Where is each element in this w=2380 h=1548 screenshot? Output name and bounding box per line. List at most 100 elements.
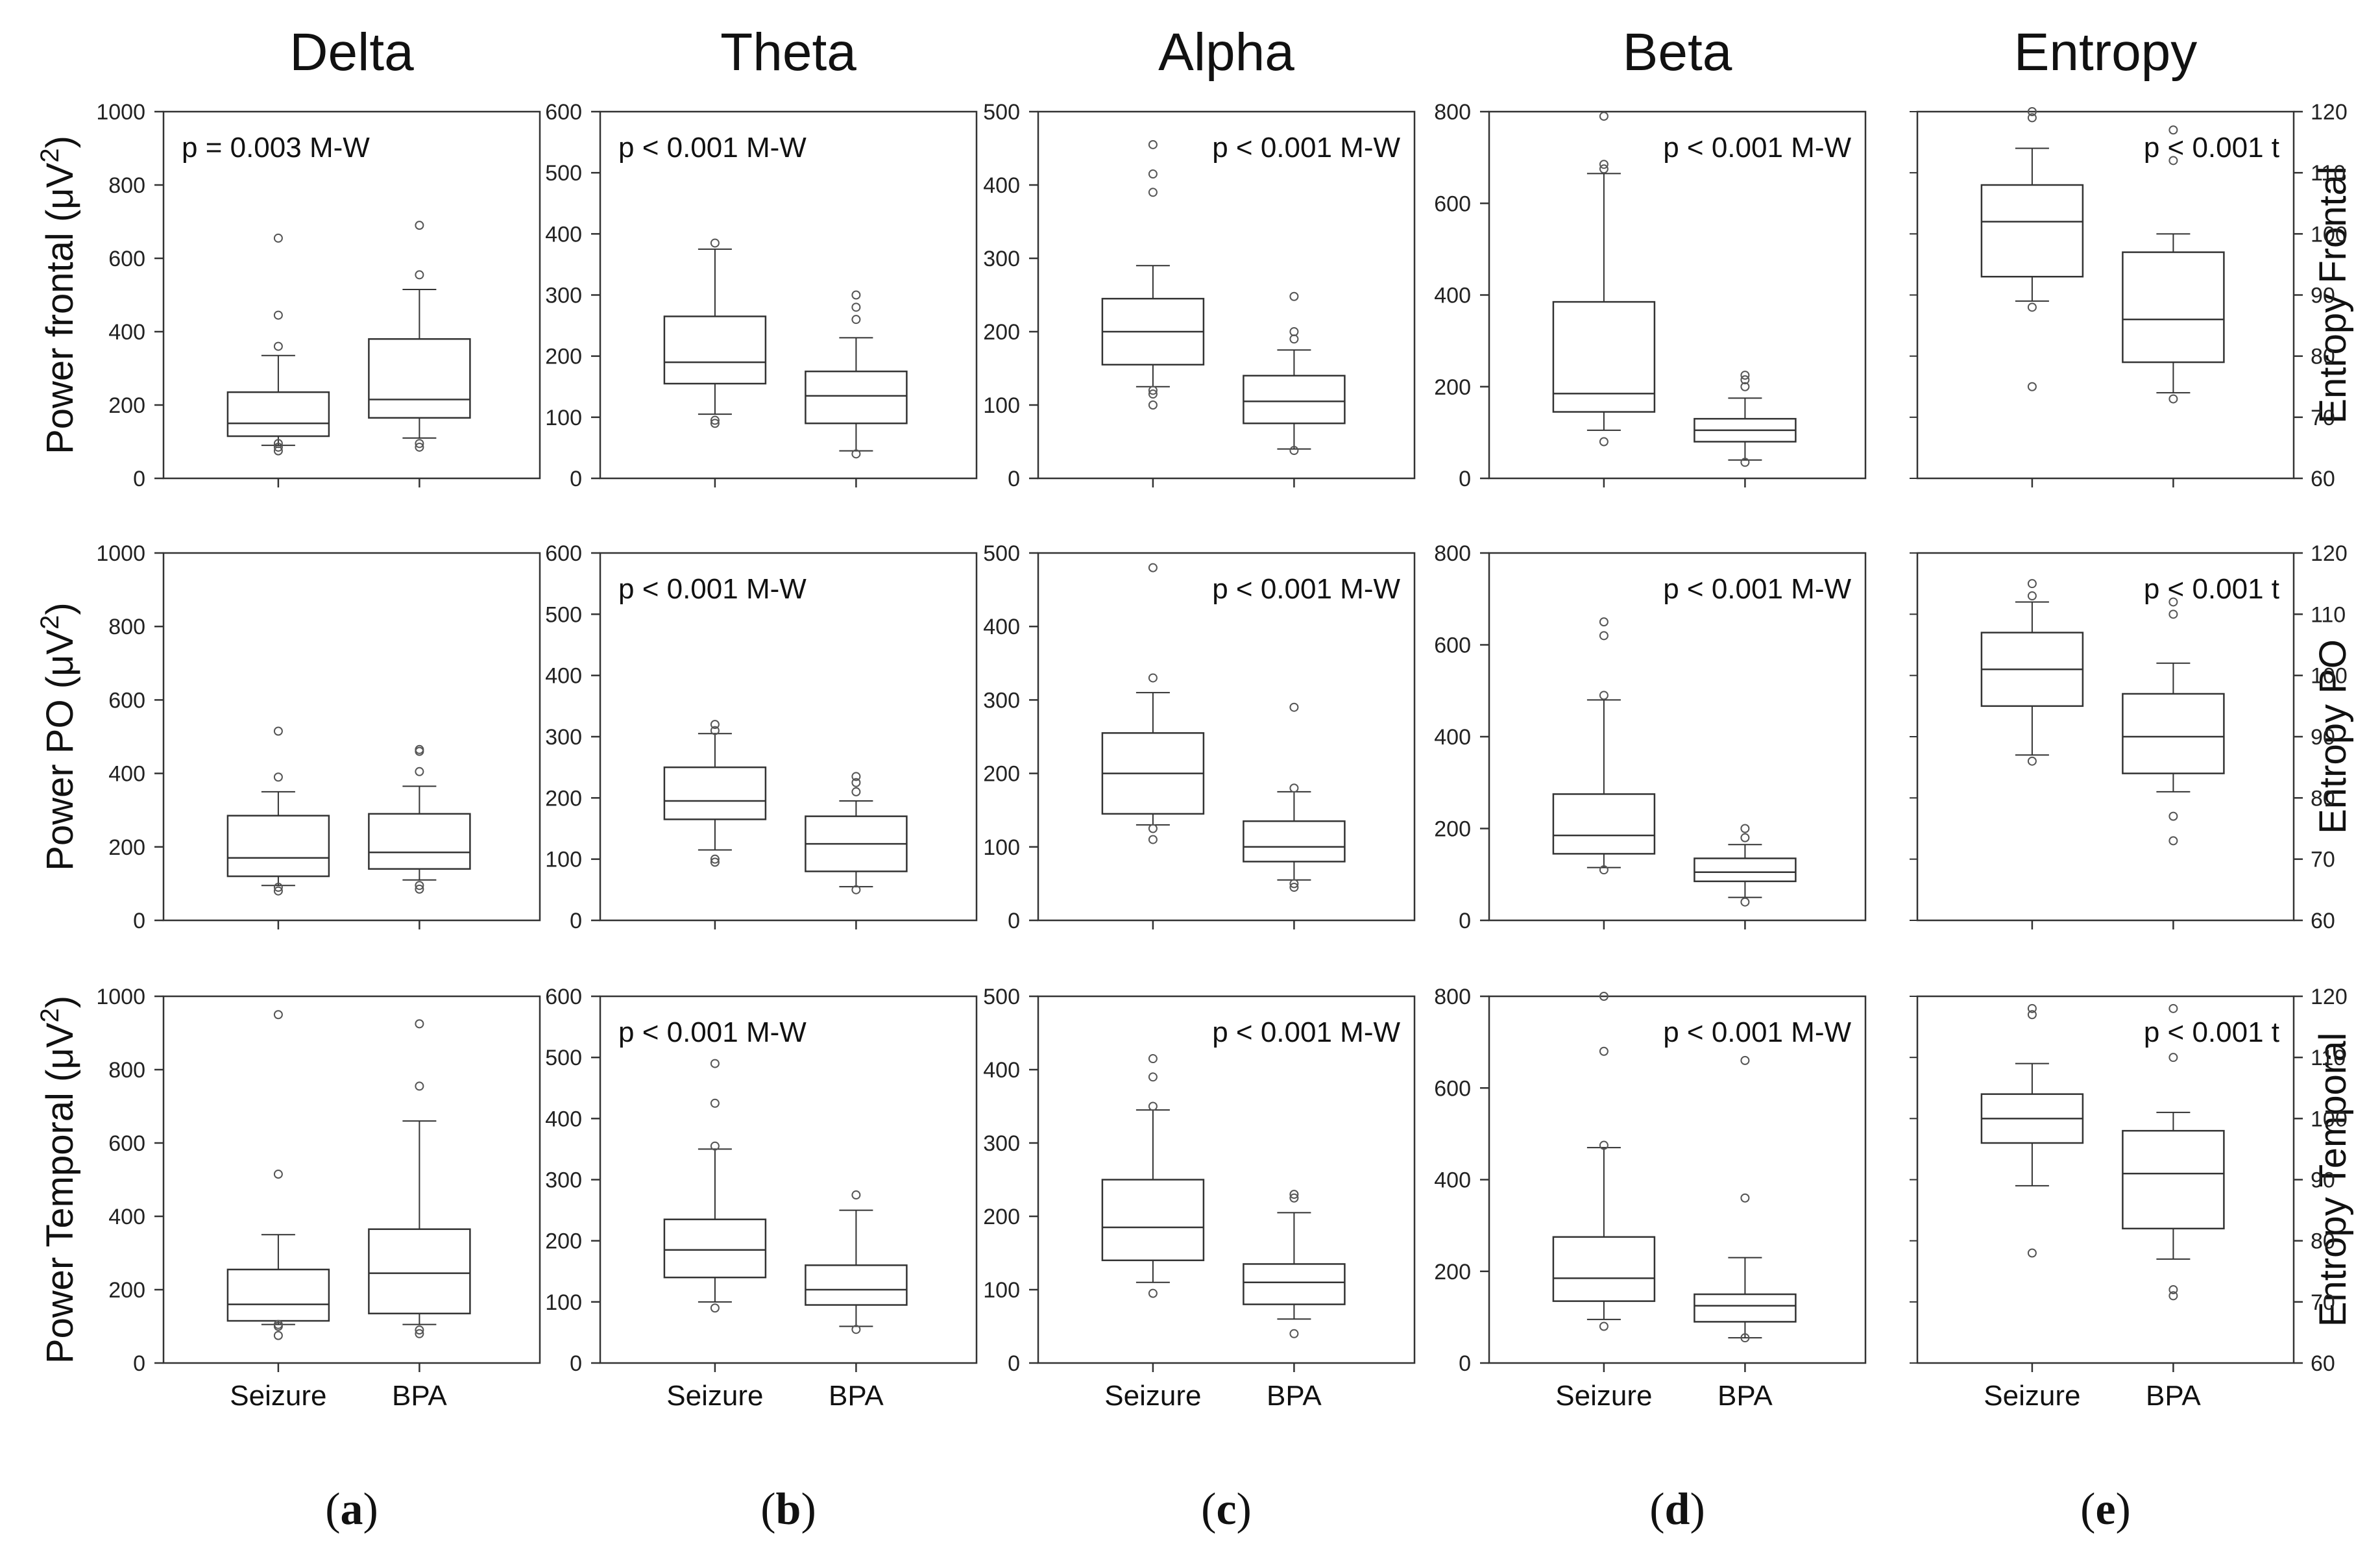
outlier-point-seizure (1599, 691, 1609, 700)
y-tick-label: 0 (1008, 909, 1020, 933)
y-tick-label: 100 (545, 848, 582, 872)
outlier-point-seizure (1148, 1101, 1158, 1111)
outlier-point-seizure (1148, 1072, 1158, 1082)
column-title-entropy: Entropy (2014, 23, 2198, 82)
outlier-point-bpa (1740, 833, 1750, 842)
panel-theta-temporal: 0 100 200 300 400 500 600 p < 0.001 M-W (545, 985, 978, 1376)
outlier-point-bpa (1740, 824, 1750, 833)
y-tick-label: 400 (983, 615, 1020, 639)
y-tick-label: 200 (108, 1278, 145, 1303)
y-tick-label: 90 (2311, 284, 2335, 308)
outlier-point-seizure (273, 341, 283, 351)
y-tick-label: 300 (545, 284, 582, 308)
p-value-annotation: p = 0.003 M-W (182, 132, 370, 164)
y-tick-label: 0 (570, 909, 582, 933)
box-iqr-bpa (1243, 1263, 1346, 1305)
outlier-point-seizure (710, 415, 720, 425)
box-iqr-bpa (1694, 857, 1797, 883)
p-value-annotation: p < 0.001 M-W (1663, 573, 1851, 605)
outlier-point-bpa (415, 1325, 424, 1335)
outlier-point-seizure (1599, 112, 1609, 121)
outlier-point-bpa (415, 1019, 424, 1029)
category-label-bpa-beta: BPA (1718, 1380, 1773, 1412)
y-tick-label: 70 (2311, 406, 2335, 430)
outlier-point-bpa (415, 767, 424, 776)
outlier-point-seizure (273, 1320, 283, 1329)
y-tick-label: 100 (983, 835, 1020, 860)
box-iqr-bpa (1694, 1293, 1797, 1323)
box-iqr-bpa (368, 813, 471, 870)
y-tick-label: 0 (133, 467, 145, 491)
panel-delta-temporal: 0 200 400 600 800 1000 (96, 985, 541, 1376)
outlier-point-bpa (1289, 883, 1299, 892)
outlier-point-bpa (415, 884, 424, 894)
column-title-delta: Delta (289, 23, 414, 82)
plot-frame (162, 552, 541, 922)
outlier-point-seizure (273, 1170, 283, 1179)
category-label-bpa-alpha: BPA (1267, 1380, 1322, 1412)
outlier-point-bpa (851, 1325, 861, 1334)
box-iqr-seizure (663, 1218, 767, 1279)
y-tick-label: 400 (108, 1205, 145, 1229)
y-tick-label: 500 (983, 541, 1020, 566)
y-tick-label: 100 (983, 393, 1020, 418)
outlier-point-bpa (1740, 897, 1750, 907)
box-iqr-bpa (805, 370, 908, 424)
outlier-point-bpa (1289, 1329, 1299, 1338)
y-tick-label: 200 (108, 393, 145, 418)
p-value-annotation: p < 0.001 M-W (1212, 1016, 1400, 1048)
y-tick-label: 70 (2311, 1290, 2335, 1315)
outlier-point-bpa (1289, 446, 1299, 456)
outlier-point-seizure (273, 1010, 283, 1020)
y-tick-label: 200 (983, 1205, 1020, 1229)
outlier-point-seizure (2027, 107, 2037, 116)
outlier-point-bpa (1740, 375, 1750, 385)
y-tick-label: 0 (133, 1351, 145, 1376)
outlier-point-bpa (1289, 702, 1299, 712)
y-tick-label: 300 (983, 247, 1020, 271)
outlier-point-seizure (2027, 756, 2037, 766)
plot-frame (1488, 552, 1867, 922)
y-tick-label: 200 (108, 835, 145, 860)
outlier-point-bpa (851, 449, 861, 459)
panel-delta-po: 0 200 400 600 800 1000 (96, 541, 541, 933)
category-label-bpa-theta: BPA (829, 1380, 884, 1412)
y-tick-label: 600 (1434, 633, 1471, 658)
y-tick-label: 60 (2311, 1351, 2335, 1376)
outlier-point-bpa (1289, 327, 1299, 336)
outlier-point-seizure (1148, 389, 1158, 399)
outlier-point-seizure (1148, 386, 1158, 395)
y-tick-label: 400 (983, 173, 1020, 198)
y-tick-label: 600 (108, 247, 145, 271)
outlier-point-bpa (2168, 1053, 2178, 1063)
y-tick-label: 200 (983, 762, 1020, 787)
outlier-point-bpa (2168, 394, 2178, 404)
box-iqr-seizure (1552, 793, 1656, 855)
panel-delta-frontal: 0 200 400 600 800 1000 p = 0.003 M-W (96, 100, 541, 491)
category-label-seizure-theta: Seizure (666, 1380, 763, 1412)
plot-frame (162, 995, 541, 1364)
outlier-point-seizure (1148, 1054, 1158, 1064)
outlier-point-seizure (1148, 140, 1158, 149)
box-iqr-seizure (226, 1268, 330, 1322)
y-tick-label: 300 (545, 725, 582, 750)
outlier-point-bpa (415, 221, 424, 230)
plot-frame (1916, 552, 2295, 922)
p-value-annotation: p < 0.001 t (2144, 573, 2279, 605)
plot-frame (1037, 995, 1416, 1364)
outlier-point-seizure (1599, 617, 1609, 627)
outlier-point-bpa (851, 1190, 861, 1200)
outlier-point-bpa (415, 270, 424, 280)
y-tick-label: 200 (545, 345, 582, 369)
outlier-point-seizure (1148, 824, 1158, 833)
y-tick-label: 0 (133, 909, 145, 933)
box-iqr-bpa (2122, 693, 2225, 774)
outlier-point-bpa (1289, 1190, 1299, 1199)
y-axis-label-power-po: Power PO (μV2) (36, 602, 81, 870)
panel-entropy-temporal: 60 70 80 90 100 110 120 p < 0.001 t (1910, 985, 2348, 1376)
y-axis-label-entropy-frontal: Entropy Frontal (2312, 166, 2354, 424)
column-title-theta: Theta (720, 23, 856, 82)
y-tick-label: 800 (108, 1058, 145, 1083)
y-tick-label: 110 (2311, 602, 2346, 627)
